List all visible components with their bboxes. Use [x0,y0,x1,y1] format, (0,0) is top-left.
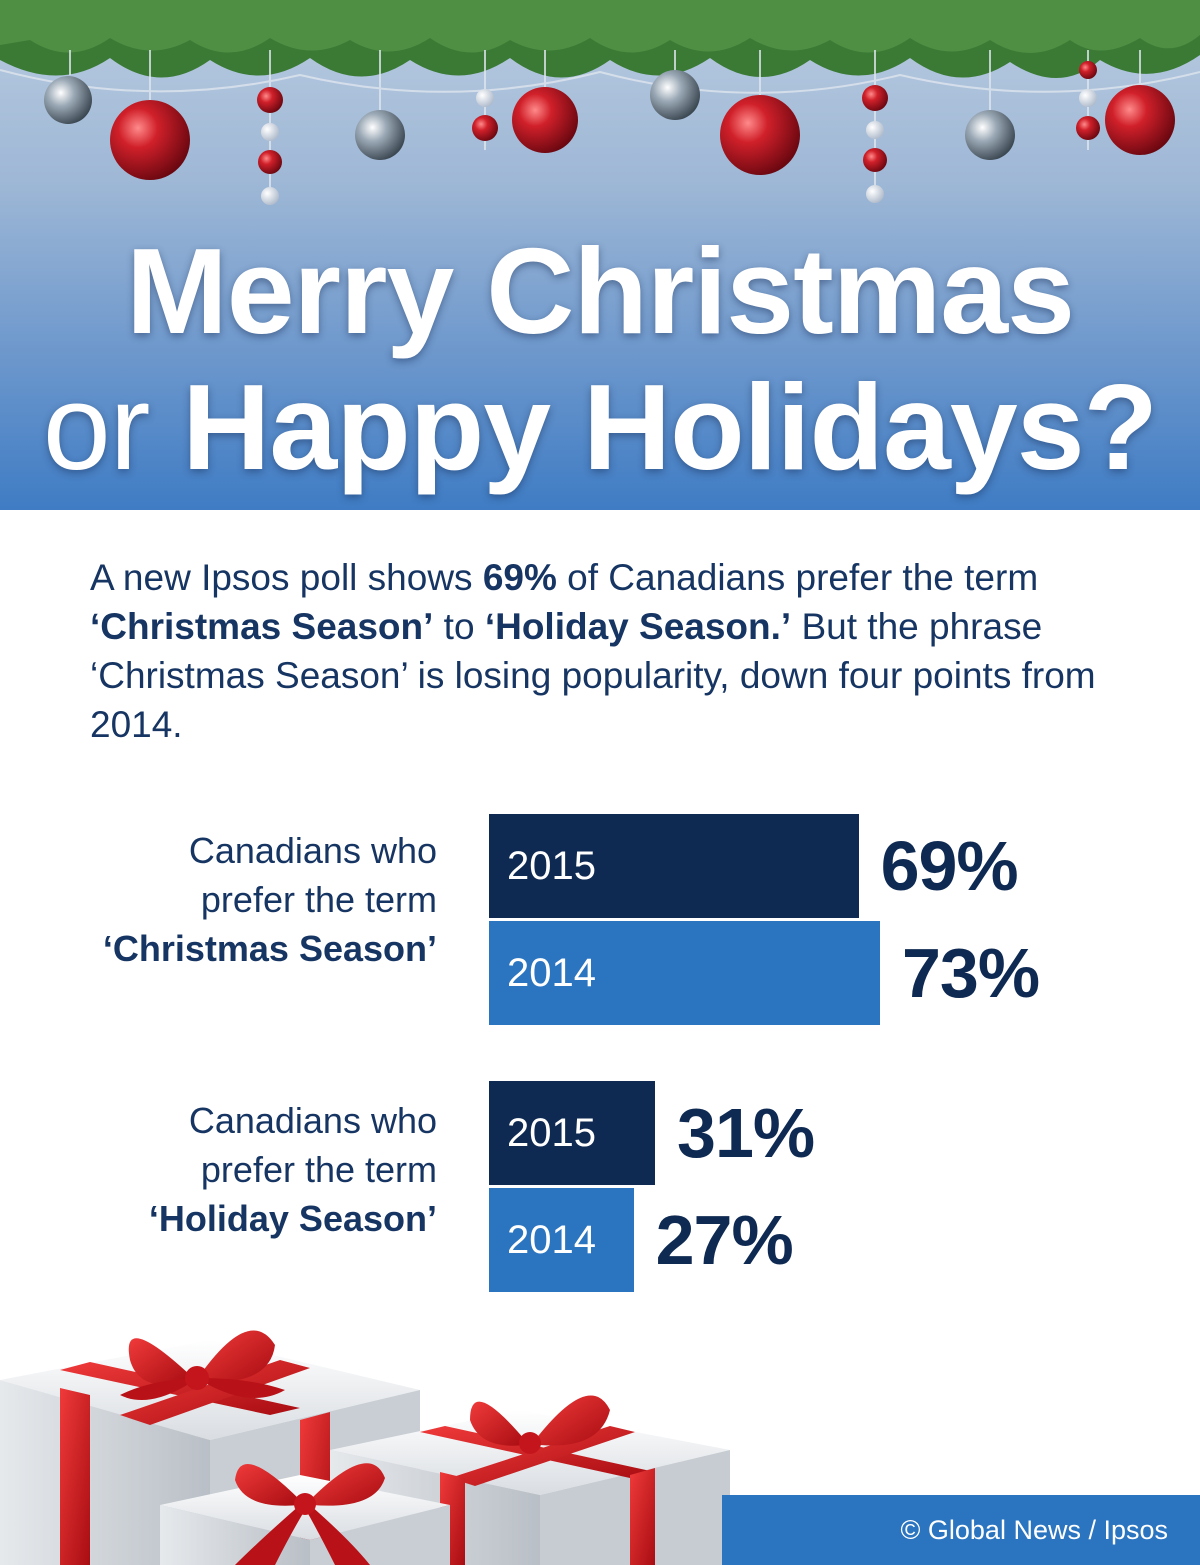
bar-2015: 2015 [489,814,859,918]
intro-text-2: of Canadians prefer the term [556,557,1039,598]
bar-value-label: 31% [677,1094,815,1172]
intro-bold-christmas: ‘Christmas Season’ [90,606,434,647]
bar-year-label: 2015 [507,1111,596,1155]
gift-boxes-illustration [0,1330,730,1565]
bar-2014: 2014 [489,921,880,1025]
bar-2014: 2014 [489,1188,634,1292]
title-or: or [42,359,150,495]
bar-value-label: 73% [902,934,1040,1012]
group-label-label-line1: Canadians who [188,1100,437,1141]
intro-text-3: to [433,606,485,647]
intro-bold-percent: 69% [482,557,557,598]
group-label-term: ‘Christmas Season’ [102,928,437,969]
source-credit: © Global News / Ipsos [722,1495,1200,1565]
title-line-2: or Happy Holidays? [0,357,1200,497]
intro-bold-holiday: ‘Holiday Season.’ [484,606,792,647]
group-label-label-line1: Canadians who [188,830,437,871]
group-label-label-line2: prefer the term [200,879,437,920]
preference-bar-chart: Canadians who prefer the term ‘Christmas S… [0,800,1200,1320]
pine-branches [0,0,1200,79]
bar-value-label: 69% [880,827,1019,905]
intro-text-1: A new Ipsos poll shows [90,557,483,598]
group-label-label-line2: prefer the term [200,1149,437,1190]
intro-paragraph: A new Ipsos poll shows 69% of Canadians … [90,553,1120,749]
header-banner: Merry Christmas or Happy Holidays? [0,0,1200,510]
group-label-term: ‘Holiday Season’ [148,1198,437,1239]
bar-2015: 2015 [489,1081,656,1185]
page-title: Merry Christmas or Happy Holidays? [0,225,1200,497]
ornaments [44,61,1175,205]
bar-value-label: 27% [655,1201,794,1279]
title-line-2-rest: Happy Holidays? [149,359,1158,495]
bar-year-label: 2015 [507,844,596,888]
christmas-garland-illustration [0,0,1200,205]
group-label: Canadians who prefer the term ‘Holiday Sea… [17,1096,437,1243]
title-line-1: Merry Christmas [126,223,1075,359]
bar-year-label: 2014 [507,1218,596,1262]
intro-text-4: But the phrase ‘Christmas Season’ is los… [90,606,1096,745]
group-label: Canadians who prefer the term ‘Christmas S… [17,826,437,973]
bar-year-label: 2014 [507,951,596,995]
